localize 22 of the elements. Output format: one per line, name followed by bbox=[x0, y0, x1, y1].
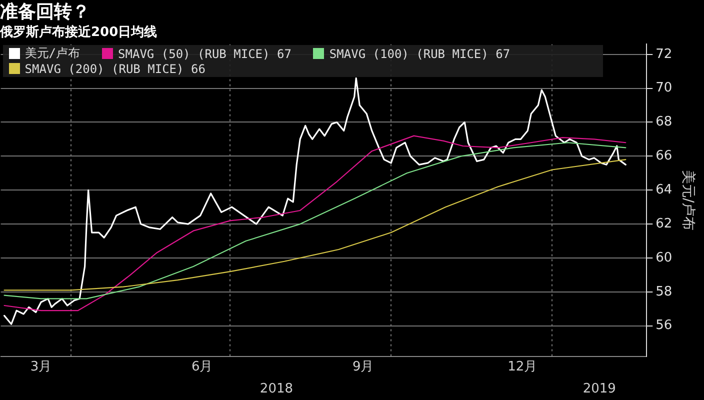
legend-label: SMAVG (50) (RUB MICE) 67 bbox=[118, 46, 292, 61]
y-axis-title: 美元/卢布 bbox=[680, 170, 696, 231]
x-tick-label: 6月 bbox=[191, 360, 213, 375]
y-tick-label: 64 bbox=[656, 182, 672, 198]
text: 2018 bbox=[260, 381, 294, 396]
legend-label: SMAVG (100) (RUB MICE) 67 bbox=[329, 46, 510, 61]
y-tick-label: 72 bbox=[656, 46, 672, 62]
legend-label: SMAVG (200) (RUB MICE) 66 bbox=[24, 62, 206, 76]
y-tick-label: 66 bbox=[656, 148, 672, 164]
y-tick-label: 58 bbox=[656, 284, 672, 300]
x-tick-label: 12月 bbox=[508, 360, 538, 375]
y-tick-label: 70 bbox=[656, 80, 672, 96]
y-tick-label: 60 bbox=[656, 250, 672, 266]
legend-label: 美元/卢布 bbox=[24, 45, 80, 62]
x-tick-label: 9月 bbox=[352, 360, 374, 375]
chart-title: 准备回转？ bbox=[0, 1, 90, 22]
y-tick-label: 56 bbox=[656, 318, 672, 334]
x-tick-label: 3月 bbox=[30, 360, 52, 375]
text: 2019 bbox=[582, 381, 616, 396]
y-tick-label: 62 bbox=[656, 216, 672, 232]
y-tick-label: 68 bbox=[656, 114, 672, 130]
chart-subtitle: 俄罗斯卢布接近200日均线 bbox=[0, 24, 158, 40]
